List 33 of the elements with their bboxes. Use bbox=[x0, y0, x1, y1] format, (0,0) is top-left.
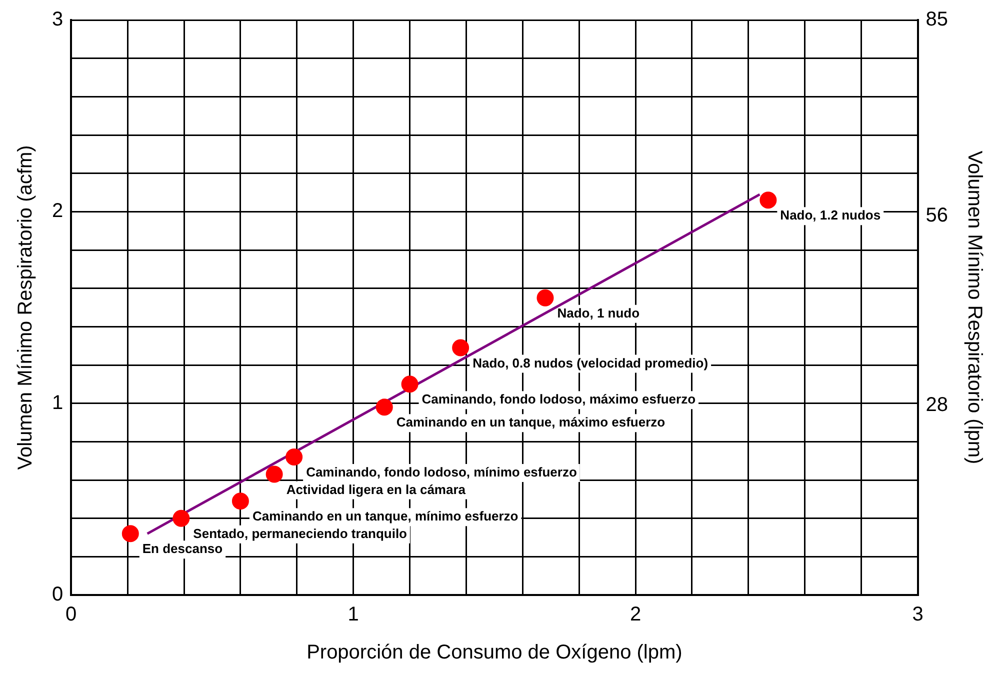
x-axis-title: Proporción de Consumo de Oxígeno (lpm) bbox=[306, 642, 682, 664]
y2-tick-label: 85 bbox=[926, 8, 948, 31]
annotation: En descanso bbox=[142, 541, 223, 556]
annotation: Sentado, permaneciendo tranquilo bbox=[193, 526, 408, 541]
y-tick-label: 1 bbox=[52, 392, 64, 414]
point bbox=[452, 339, 470, 356]
annotation: Actividad ligera en la cámara bbox=[286, 482, 466, 497]
annotation: Caminando, fondo lodoso, máximo esfuerzo bbox=[422, 392, 696, 407]
y2-tick-label: 56 bbox=[926, 204, 948, 227]
y2-tick-label: 28 bbox=[926, 394, 948, 416]
point bbox=[232, 492, 249, 510]
point bbox=[266, 466, 283, 483]
point bbox=[760, 192, 777, 209]
x-tick-label: 2 bbox=[630, 604, 642, 626]
annotation: Nado, 1 nudo bbox=[557, 305, 640, 320]
y-axis-title: Volumen Mínimo Respiratorio (acfm) bbox=[14, 145, 37, 470]
point bbox=[122, 525, 139, 542]
point bbox=[172, 510, 190, 527]
x-tick-label: 1 bbox=[348, 604, 359, 626]
annotation: Caminando, fondo lodoso, mínimo esfuerzo bbox=[306, 464, 577, 480]
point bbox=[286, 448, 303, 466]
annotation: Caminando en un tanque, máximo esfuerzo bbox=[396, 414, 666, 430]
point bbox=[401, 376, 418, 393]
y2-axis-title: Volumen Mínimo Respiratorio (lpm) bbox=[963, 150, 986, 464]
annotation: Nado, 0.8 nudos (velocidad promedio) bbox=[472, 355, 708, 370]
y-tick-label: 0 bbox=[52, 584, 64, 606]
y-tick-label: 2 bbox=[52, 200, 64, 222]
annotation: Caminando en un tanque, mínimo esfuerzo bbox=[252, 508, 518, 524]
point bbox=[536, 289, 554, 306]
annotation: Nado, 1.2 nudos bbox=[780, 208, 881, 223]
x-tick-label: 3 bbox=[912, 604, 924, 626]
y-tick-label: 3 bbox=[52, 8, 64, 31]
point bbox=[376, 398, 393, 416]
